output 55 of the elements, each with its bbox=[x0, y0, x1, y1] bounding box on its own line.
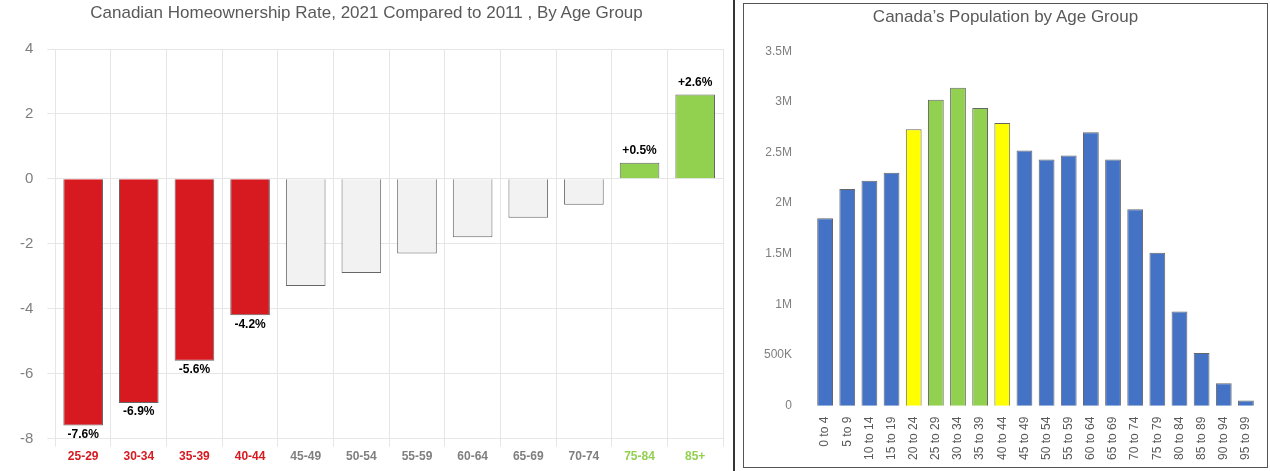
y-tick-label: 2.5M bbox=[765, 144, 793, 159]
x-tick-label: 45 to 49 bbox=[1016, 416, 1031, 460]
y-tick-label: 3.5M bbox=[765, 43, 793, 58]
y-tick-label: 500K bbox=[763, 347, 793, 362]
x-tick-label: 35-39 bbox=[179, 449, 211, 464]
x-tick-label: 85+ bbox=[685, 449, 706, 464]
x-tick-label: 95 to 99 bbox=[1238, 416, 1253, 460]
data-label: -6.9% bbox=[123, 404, 155, 419]
y-tick-label: 2 bbox=[24, 104, 34, 122]
y-tick-label: -2 bbox=[19, 233, 34, 251]
x-tick-label: 25 to 29 bbox=[928, 416, 943, 460]
data-label: +0.5% bbox=[622, 142, 658, 157]
x-tick-label: 45-49 bbox=[290, 449, 322, 464]
x-tick-label: 40-44 bbox=[234, 449, 266, 464]
x-tick-label: 55 to 59 bbox=[1061, 416, 1076, 460]
x-tick-label: 75-84 bbox=[624, 449, 656, 464]
y-tick-label: -8 bbox=[19, 428, 34, 446]
y-tick-label: -4 bbox=[19, 298, 34, 316]
chart-title: Canadian Homeownership Rate, 2021 Compared to 2011 , By Age Group bbox=[89, 2, 644, 24]
x-tick-label: 60-64 bbox=[457, 449, 489, 464]
x-tick-label: 20 to 24 bbox=[906, 416, 921, 460]
data-label: -7.6% bbox=[67, 426, 100, 441]
x-tick-label: 70 to 74 bbox=[1127, 416, 1142, 460]
x-tick-label: 75 to 79 bbox=[1149, 416, 1164, 460]
x-tick-label: 85 to 89 bbox=[1193, 416, 1208, 460]
y-tick-label: 4 bbox=[24, 39, 34, 57]
x-tick-label: 50 to 54 bbox=[1038, 416, 1053, 460]
x-tick-label: 25-29 bbox=[67, 449, 99, 464]
x-tick-label: 90 to 94 bbox=[1216, 416, 1231, 460]
x-tick-label: 30 to 34 bbox=[950, 416, 965, 460]
data-label: -4.2% bbox=[234, 316, 267, 331]
x-tick-label: 10 to 14 bbox=[861, 416, 876, 460]
x-tick-label: 65-69 bbox=[512, 449, 544, 464]
x-tick-label: 35 to 39 bbox=[972, 416, 987, 460]
x-tick-label: 40 to 44 bbox=[994, 416, 1009, 460]
y-tick-label: 0 bbox=[785, 397, 793, 412]
x-tick-label: 15 to 19 bbox=[883, 416, 898, 460]
y-tick-label: 2M bbox=[775, 195, 793, 210]
x-tick-label: 55-59 bbox=[401, 449, 433, 464]
data-label: -5.6% bbox=[178, 361, 211, 376]
x-tick-label: 70-74 bbox=[568, 449, 600, 464]
x-tick-label: 60 to 64 bbox=[1083, 416, 1098, 460]
x-tick-label: 30-34 bbox=[123, 449, 155, 464]
x-tick-label: 50-54 bbox=[346, 449, 378, 464]
y-tick-label: 0 bbox=[24, 169, 34, 187]
data-label: +2.6% bbox=[678, 74, 713, 89]
x-tick-label: 65 to 69 bbox=[1105, 416, 1120, 460]
y-tick-label: 1.5M bbox=[765, 246, 793, 261]
y-tick-label: 3M bbox=[775, 94, 793, 109]
chart-title: Canada’s Population by Age Group bbox=[871, 6, 1140, 28]
x-tick-label: 80 to 84 bbox=[1171, 416, 1186, 460]
y-tick-label: 1M bbox=[775, 296, 793, 311]
x-tick-label: 5 to 9 bbox=[839, 416, 854, 447]
y-tick-label: -6 bbox=[19, 363, 34, 381]
x-tick-label: 0 to 4 bbox=[817, 416, 832, 447]
